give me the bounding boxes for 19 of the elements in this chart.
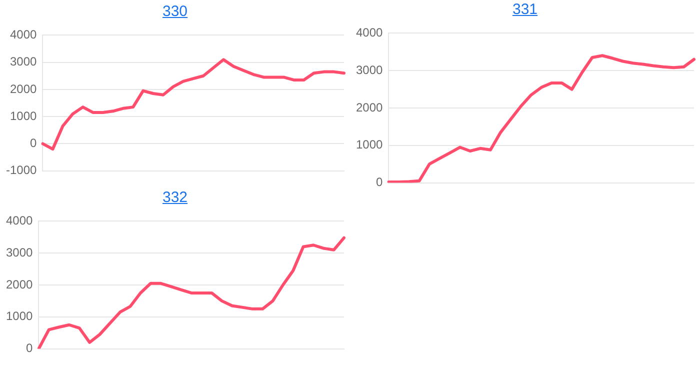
- y-tick-label: 0: [376, 175, 384, 190]
- y-tick-label: 4000: [6, 214, 34, 228]
- y-tick-label: 1000: [6, 309, 34, 324]
- y-tick-label: 0: [26, 341, 34, 356]
- y-tick-label: 2000: [356, 100, 384, 114]
- chart-title: 330: [161, 2, 189, 22]
- y-tick-label: 3000: [10, 54, 38, 69]
- y-tick-label: 2000: [6, 277, 34, 292]
- y-tick-label: 1000: [356, 138, 384, 152]
- y-tick-label: 3000: [356, 62, 384, 77]
- y-tick-label: -1000: [6, 163, 38, 178]
- y-tick-label: 1000: [10, 108, 38, 123]
- y-tick-label: 4000: [356, 26, 384, 40]
- y-tick-label: 2000: [10, 82, 38, 96]
- y-tick-label: 3000: [6, 245, 34, 260]
- y-tick-label: 0: [30, 136, 38, 150]
- chart-title: 331: [511, 0, 539, 20]
- chart-title: 332: [161, 188, 189, 208]
- y-tick-label: 4000: [10, 28, 38, 42]
